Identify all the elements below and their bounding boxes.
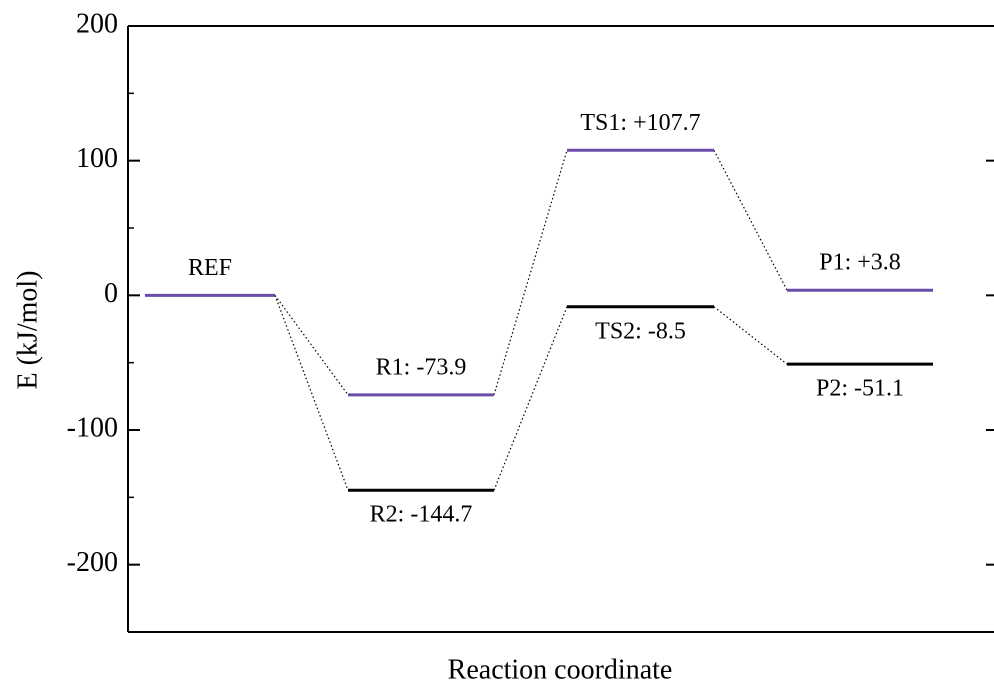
level-label: R2: -144.7 [370, 502, 473, 528]
y-tick-label: -100 [67, 412, 118, 443]
connector [274, 295, 349, 491]
connector [493, 306, 568, 491]
y-tick-label: 100 [76, 143, 118, 174]
level-label: REF [188, 255, 232, 281]
connector [713, 306, 788, 365]
connector [713, 150, 788, 291]
level-label: TS2: -8.5 [595, 318, 686, 344]
connector [493, 150, 568, 396]
level-label: R1: -73.9 [376, 354, 467, 380]
y-tick-label: 200 [76, 8, 118, 39]
y-tick-label: 0 [104, 278, 118, 309]
connector [274, 294, 349, 396]
level-label: P1: +3.8 [819, 250, 901, 276]
level-label: P2: -51.1 [816, 376, 904, 402]
y-axis-label: E (kJ/mol) [12, 271, 43, 390]
x-axis-label: Reaction coordinate [448, 654, 673, 685]
level-label: TS1: +107.7 [580, 110, 700, 136]
y-tick-label: -200 [67, 547, 118, 578]
